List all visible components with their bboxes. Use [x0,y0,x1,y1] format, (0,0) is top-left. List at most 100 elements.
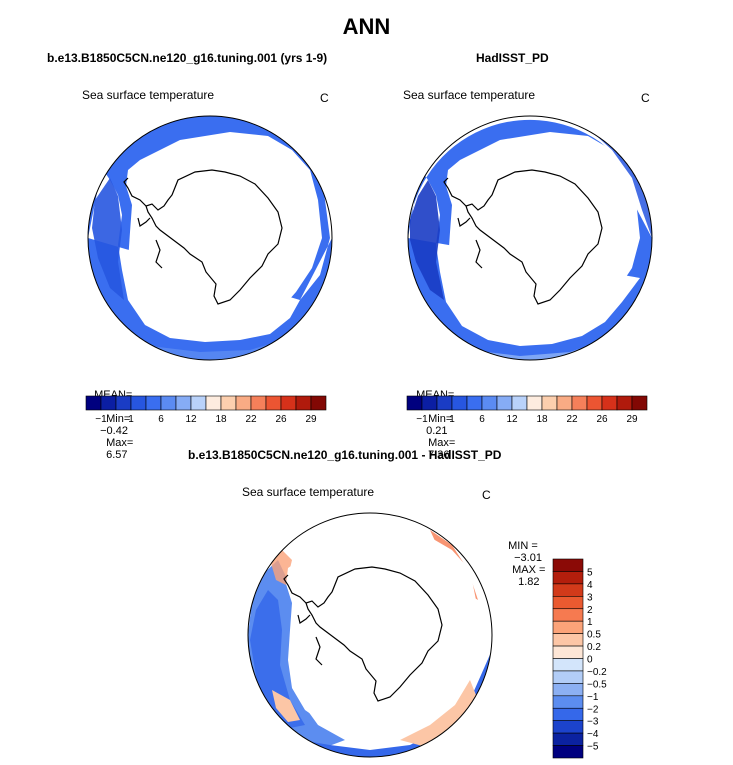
colorbar-1-tick-label: 12 [185,414,197,425]
figure-title: ANN [342,14,391,39]
colorbar-1-tick-label: −1 [95,414,107,425]
colorbar-3-tick-label: 1 [587,617,593,628]
colorbar-1-swatch-9 [220,395,237,411]
colorbar-2-swatch-15 [631,395,648,411]
map-3-antarctica-coastline [305,566,443,702]
panel-3-units-label: C [482,488,491,502]
colorbar-1-swatch-0 [85,395,102,411]
map-3 [247,512,493,758]
colorbar-2-swatch-13 [601,395,618,411]
colorbar-2-tick-label: 12 [506,414,518,425]
colorbar-1-swatch-11 [250,395,267,411]
colorbar-3-swatch-8 [552,658,584,672]
map-2 [407,115,653,361]
colorbar-3-tick-label: −3 [587,717,599,728]
colorbar-3-tick-label: 4 [587,580,593,591]
colorbar-3-swatch-14 [552,732,584,746]
colorbar-3-swatch-10 [552,683,584,697]
panel-2-max-label: Max= [428,437,456,449]
map-1-sea-ice-mask [126,132,322,330]
colorbar-3-tick-label: 0.2 [587,642,601,653]
panel-2-variable-label: Sea surface temperature [403,88,536,102]
panel-1-title: b.e13.B1850C5CN.ne120_g16.tuning.001 (yr… [47,51,328,65]
colorbar-3-tick-label: −2 [587,704,599,715]
map-1-border [87,115,333,361]
map-2-sea-ice-mask [446,132,640,330]
panel-2-units-label: C [641,91,650,105]
colorbar-2-swatch-1 [421,395,438,411]
map-3-positive-south [400,680,478,748]
colorbar-3-tick-label: 0 [587,655,593,666]
map-2-cold-band [410,180,444,300]
colorbar-2-swatch-10 [556,395,573,411]
panel-2-min-label: Min= [428,413,453,425]
colorbar-1-swatch-15 [310,395,327,411]
colorbar-3-tick-label: −0.2 [587,667,607,678]
colorbar-1-swatch-4 [145,395,162,411]
map-3-ice-mask [286,532,480,728]
colorbar-3-swatch-7 [552,645,584,659]
panel-3-min-label: MIN = [508,540,538,552]
panel-1-max-value: 6.57 [106,449,128,461]
colorbar-3-swatch-3 [552,596,584,610]
colorbar-3-swatch-13 [552,720,584,734]
colorbar-3-tick-label: 0.5 [587,630,601,641]
colorbar-3-swatch-2 [552,583,584,597]
map-1-cold-band [92,178,124,300]
colorbar-1-swatch-3 [130,395,147,411]
panel-2-min-value: 0.21 [426,425,448,437]
colorbar-3-tick-label: −0.5 [587,679,607,690]
colorbar-1-swatch-7 [190,395,207,411]
colorbar-3-tick-label: −1 [587,692,599,703]
panel-1-min-label: Min= [106,413,131,425]
colorbar-3-tick-label: 5 [587,567,593,578]
colorbar-2-tick-label: 1 [449,414,455,425]
colorbar-1-tick-label: 29 [305,414,317,425]
panel-3-max-value: 1.82 [518,576,540,588]
colorbar-2-swatch-5 [481,395,498,411]
panel-3-variable-label: Sea surface temperature [242,485,375,499]
colorbar-3: 5 43 21 0.50.2 0−0.2−0.5 −1−2 −3−4 −5 [552,558,607,759]
colorbar-1-tick-label: 6 [158,414,164,425]
colorbar-2-tick-label: 26 [596,414,608,425]
colorbar-1-tick-label: 22 [245,414,257,425]
map-2-antarctica-coastline [465,169,603,305]
colorbar-3-swatch-1 [552,571,584,585]
colorbar-2-swatch-9 [541,395,558,411]
colorbar-1-tick-label: 18 [215,414,227,425]
panel-1-min-value: −0.42 [100,425,128,437]
panel-3-max-label: MAX = [512,564,546,576]
colorbar-3-swatch-5 [552,620,584,634]
colorbar-1-swatch-5 [160,395,177,411]
map-1-peninsula [123,177,163,269]
colorbar-3-swatch-6 [552,633,584,647]
colorbar-2-swatch-7 [511,395,528,411]
colorbar-3-swatch-9 [552,670,584,684]
colorbar-2: −1 1 6 12 18 22 26 29 [406,395,648,425]
colorbar-3-swatch-15 [552,745,584,759]
colorbar-1-swatch-14 [295,395,312,411]
colorbar-2-swatch-11 [571,395,588,411]
panel-3-min-value: −3.01 [514,552,542,564]
colorbar-2-tick-label: 22 [566,414,578,425]
panel-1-units-label: C [320,91,329,105]
colorbar-1-swatch-8 [205,395,222,411]
map-1-antarctica-coastline [145,169,283,305]
map-2-peninsula [443,177,483,269]
colorbar-1: −1 1 6 12 18 22 26 29 [85,395,327,425]
map-3-peninsula [283,574,323,666]
colorbar-1-swatch-12 [265,395,282,411]
panel-3-stats: MIN = −3.01 MAX = 1.82 [502,528,545,588]
colorbar-2-swatch-6 [496,395,513,411]
colorbar-1-swatch-1 [100,395,117,411]
colorbar-3-tick-label: 2 [587,605,593,616]
colorbar-2-swatch-12 [586,395,603,411]
colorbar-1-swatch-2 [115,395,132,411]
panel-1-variable-label: Sea surface temperature [82,88,215,102]
colorbar-2-tick-label: 6 [479,414,485,425]
map-3-positive-sw [272,690,300,722]
colorbar-1-swatch-6 [175,395,192,411]
colorbar-1-swatch-10 [235,395,252,411]
colorbar-2-swatch-3 [451,395,468,411]
